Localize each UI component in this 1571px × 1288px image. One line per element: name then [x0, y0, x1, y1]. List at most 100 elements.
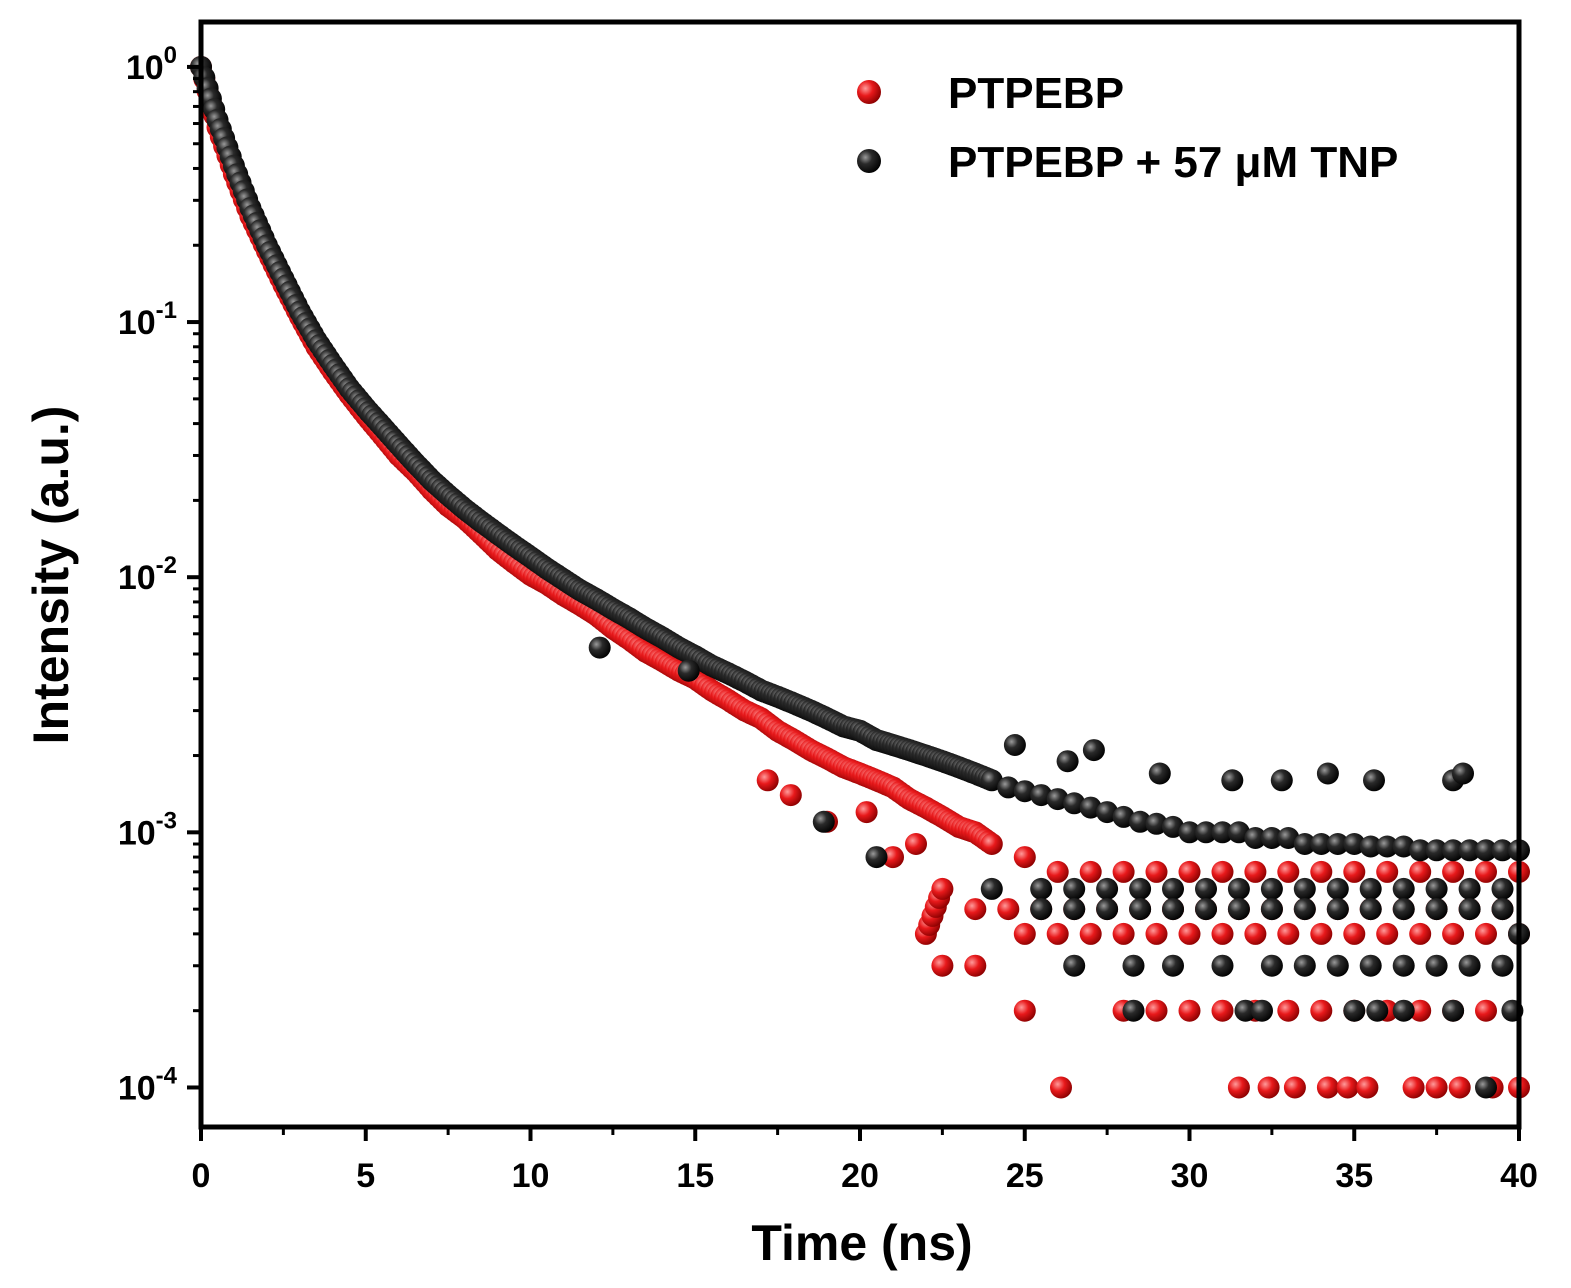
data-point-ptpebp-tnp: [1343, 833, 1366, 855]
data-point-ptpebp: [1442, 922, 1465, 945]
data-point-ptpebp: [1145, 999, 1168, 1022]
data-point-ptpebp-tnp: [1392, 835, 1415, 858]
data-point-ptpebp-tnp: [1425, 954, 1448, 977]
data-point-ptpebp: [1448, 1076, 1471, 1099]
x-tick-label: 15: [676, 1157, 714, 1195]
data-point-ptpebp: [1310, 922, 1333, 945]
data-point-ptpebp: [1079, 922, 1102, 945]
data-point-ptpebp-tnp: [1293, 877, 1316, 900]
data-point-ptpebp: [931, 954, 954, 977]
data-point-ptpebp-tnp: [1162, 877, 1184, 900]
data-point-ptpebp: [1283, 1076, 1306, 1099]
data-point-ptpebp: [905, 833, 927, 855]
data-point-ptpebp-tnp: [1425, 839, 1448, 862]
data-point-ptpebp-tnp: [1293, 898, 1316, 921]
data-point-ptpebp-tnp: [1366, 999, 1389, 1022]
data-point-ptpebp: [1409, 860, 1432, 883]
data-point-ptpebp-tnp: [1030, 877, 1053, 900]
x-axis-title: Time (ns): [751, 1215, 972, 1271]
data-point-ptpebp: [1178, 860, 1201, 883]
data-point-ptpebp: [882, 846, 904, 869]
data-point-ptpebp-tnp: [1475, 839, 1497, 862]
data-point-ptpebp-tnp: [1227, 877, 1250, 900]
data-point-ptpebp-tnp: [1056, 750, 1079, 773]
x-tick-label: 5: [356, 1157, 375, 1195]
data-point-ptpebp-tnp: [1227, 898, 1250, 921]
data-point-ptpebp: [1277, 999, 1300, 1022]
y-tick-label: 10-1: [118, 297, 177, 342]
data-point-ptpebp-tnp: [1244, 827, 1267, 849]
data-point-ptpebp-tnp: [997, 776, 1020, 799]
data-point-ptpebp: [779, 784, 802, 807]
data-point-ptpebp-tnp: [1376, 835, 1399, 858]
data-point-ptpebp: [855, 801, 878, 824]
data-point-ptpebp-tnp: [1326, 877, 1349, 900]
data-point-ptpebp-tnp: [1392, 999, 1415, 1022]
data-point-ptpebp: [1244, 860, 1267, 883]
data-point-ptpebp-tnp: [1195, 898, 1217, 921]
data-point-ptpebp-tnp: [1211, 821, 1234, 844]
data-point-ptpebp-tnp: [1359, 835, 1382, 858]
series-layer: [190, 55, 1530, 1099]
data-point-ptpebp-tnp: [1162, 954, 1184, 977]
data-point-ptpebp-tnp: [1063, 954, 1086, 977]
data-point-ptpebp-tnp: [1003, 734, 1026, 756]
data-point-ptpebp-tnp: [677, 659, 700, 682]
data-point-ptpebp: [1376, 860, 1399, 883]
data-point-ptpebp-tnp: [1475, 1076, 1497, 1099]
data-point-ptpebp: [1343, 860, 1366, 883]
data-point-ptpebp: [1336, 1076, 1359, 1099]
data-point-ptpebp-tnp: [1030, 898, 1053, 921]
data-point-ptpebp: [1277, 860, 1300, 883]
data-point-ptpebp-tnp: [1442, 999, 1465, 1022]
legend-label-ptpebp: PTPEBP: [948, 69, 1124, 118]
data-point-ptpebp: [1442, 860, 1465, 883]
data-point-ptpebp-tnp: [1234, 999, 1257, 1022]
data-point-ptpebp-tnp: [1458, 877, 1481, 900]
data-point-ptpebp-tnp: [1326, 898, 1349, 921]
data-point-ptpebp-tnp: [1260, 877, 1283, 900]
legend-marker-ptpebp: [857, 80, 881, 104]
data-point-ptpebp: [1425, 1076, 1448, 1099]
data-point-ptpebp: [1079, 860, 1102, 883]
data-point-ptpebp: [1244, 922, 1267, 945]
data-point-ptpebp-tnp: [1063, 898, 1086, 921]
data-point-ptpebp: [1178, 999, 1201, 1022]
data-point-ptpebp-tnp: [1316, 762, 1339, 785]
x-tick-label: 30: [1171, 1157, 1209, 1195]
x-tick-label: 10: [512, 1157, 550, 1195]
x-tick-label: 20: [841, 1157, 879, 1195]
series-ptpebp: [190, 55, 1530, 1099]
data-point-ptpebp: [1013, 922, 1036, 945]
data-point-ptpebp-tnp: [1195, 821, 1217, 844]
data-point-ptpebp-tnp: [1260, 898, 1283, 921]
data-point-ptpebp-tnp: [1458, 839, 1481, 862]
data-point-ptpebp: [1343, 922, 1366, 945]
data-point-ptpebp-tnp: [1178, 821, 1201, 844]
data-point-ptpebp: [1227, 1076, 1250, 1099]
data-point-ptpebp-tnp: [1162, 815, 1184, 838]
x-tick-label: 25: [1006, 1157, 1044, 1195]
data-point-ptpebp: [1310, 860, 1333, 883]
y-tick-label: 10-2: [118, 552, 177, 597]
data-point-ptpebp-tnp: [980, 877, 1003, 900]
data-point-ptpebp-tnp: [1343, 999, 1366, 1022]
data-point-ptpebp: [1475, 922, 1497, 945]
data-point-ptpebp: [931, 877, 954, 900]
data-point-ptpebp-tnp: [1063, 792, 1086, 815]
data-point-ptpebp-tnp: [1442, 839, 1465, 862]
data-point-ptpebp-tnp: [1162, 898, 1184, 921]
data-point-ptpebp: [997, 898, 1020, 921]
data-point-ptpebp: [1112, 860, 1135, 883]
y-axis-title: Intensity (a.u.): [23, 406, 79, 745]
data-point-ptpebp: [1310, 999, 1333, 1022]
data-point-ptpebp: [1145, 922, 1168, 945]
data-point-ptpebp-tnp: [1359, 877, 1382, 900]
data-point-ptpebp-tnp: [980, 769, 1003, 792]
data-point-ptpebp: [1211, 922, 1234, 945]
data-point-ptpebp-tnp: [1129, 877, 1152, 900]
data-point-ptpebp: [1376, 922, 1399, 945]
data-point-ptpebp-tnp: [1392, 877, 1415, 900]
data-point-ptpebp: [1046, 922, 1069, 945]
